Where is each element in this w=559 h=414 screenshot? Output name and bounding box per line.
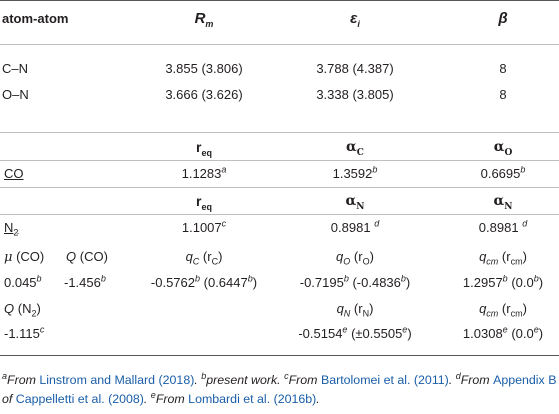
table2-top-rule bbox=[0, 132, 559, 133]
col-header-atom-atom: atom-atom bbox=[2, 11, 69, 26]
top-rule bbox=[0, 0, 559, 1]
row-label-cn: C–N bbox=[2, 61, 29, 76]
col-header-epsilon: εi bbox=[350, 10, 360, 29]
q-co-value: -1.456b bbox=[64, 273, 106, 290]
q-n2-value: -1.115c bbox=[4, 324, 45, 341]
link-appendix-b[interactable]: Appendix B bbox=[493, 373, 557, 387]
n2-label: N2 bbox=[4, 220, 19, 238]
co-header-alpha-c: αC bbox=[346, 139, 364, 158]
cell-on-rm: 3.666 (3.626) bbox=[165, 87, 243, 102]
co-header-req: req bbox=[196, 139, 212, 158]
cell-cn-epsilon: 3.788 (4.387) bbox=[316, 61, 394, 76]
qcm-rcm-label: qcm (rcm) bbox=[479, 249, 527, 267]
n2-header-alpha-n-1: αN bbox=[345, 193, 365, 212]
row-label-on: O–N bbox=[2, 87, 29, 102]
qcm-rcm-label-n2: qcm (rcm) bbox=[479, 301, 527, 319]
mu-co-value: 0.045b bbox=[4, 273, 42, 290]
cell-on-epsilon: 3.338 (3.805) bbox=[316, 87, 394, 102]
qn-rn-label: qN (rN) bbox=[336, 301, 374, 319]
col-header-rm: Rm bbox=[194, 10, 214, 29]
co-header-rule bbox=[0, 160, 559, 161]
q-co-label: Q (CO) bbox=[66, 249, 108, 264]
header-rule bbox=[0, 44, 559, 45]
cell-cn-beta: 8 bbox=[499, 61, 507, 76]
cell-on-beta: 8 bbox=[499, 87, 507, 102]
cell-cn-rm: 3.855 (3.806) bbox=[165, 61, 243, 76]
n2-header-req: req bbox=[196, 193, 212, 212]
co-row-rule bbox=[0, 187, 559, 188]
qc-co-value: -0.5762b (0.6447b) bbox=[150, 273, 258, 290]
co-header-alpha-o: αO bbox=[493, 139, 513, 158]
co-label: CO bbox=[4, 166, 24, 181]
qo-co-value: -0.7195b (-0.4836b) bbox=[299, 273, 411, 290]
n2-header-alpha-n-2: αN bbox=[493, 193, 513, 212]
link-linstrom[interactable]: Linstrom and Mallard (2018) bbox=[39, 373, 195, 387]
q-n2-label: Q (N2) bbox=[4, 301, 41, 319]
bottom-rule bbox=[0, 355, 559, 356]
footnotes: aFrom Linstrom and Mallard (2018). bpres… bbox=[2, 370, 557, 406]
n2-alpha-n-value-2: 0.8981 d bbox=[478, 218, 528, 235]
qcm-n2-value: 1.0308e (0.0e) bbox=[462, 324, 544, 341]
link-lombardi[interactable]: Lombardi et al. (2016b) bbox=[188, 392, 317, 406]
co-alpha-c-value: 1.3592b bbox=[332, 164, 378, 181]
co-alpha-o-value: 0.6695b bbox=[480, 164, 526, 181]
qo-ro-label: qO (rO) bbox=[336, 249, 374, 267]
qcm-co-value: 1.2957b (0.0b) bbox=[462, 273, 544, 290]
mu-co-label: μ (CO) bbox=[4, 249, 45, 265]
qn-n2-value: -0.5154e (±0.5505e) bbox=[298, 324, 412, 341]
n2-header-rule bbox=[0, 214, 559, 215]
co-req-value: 1.1283a bbox=[181, 164, 227, 181]
link-bartolomei[interactable]: Bartolomei et al. (2011) bbox=[320, 373, 449, 387]
n2-alpha-n-value-1: 0.8981 d bbox=[330, 218, 380, 235]
qc-rc-label: qC (rC) bbox=[185, 249, 223, 267]
col-header-beta: β bbox=[498, 10, 508, 27]
link-cappelletti[interactable]: Cappelletti et al. (2008) bbox=[15, 392, 144, 406]
n2-req-value: 1.1007c bbox=[181, 218, 227, 235]
